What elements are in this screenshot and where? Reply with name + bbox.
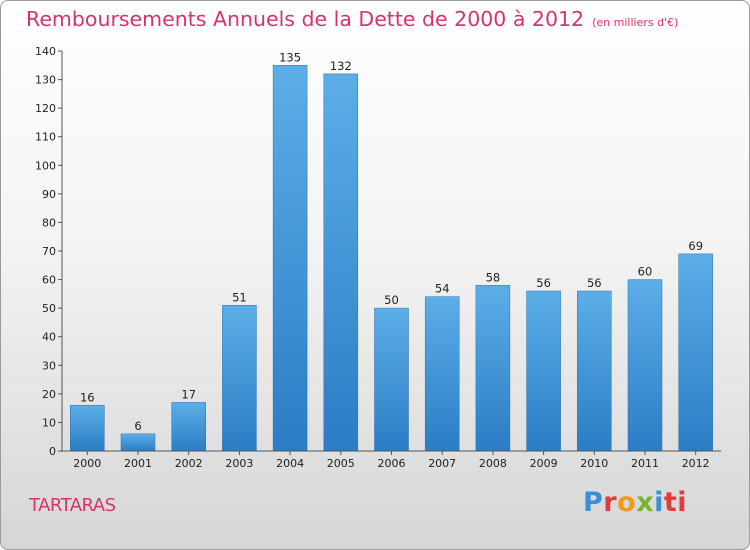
logo-letter: o [617,487,637,518]
y-tick-label: 130 [35,74,56,87]
y-tick-label: 20 [42,388,56,401]
x-tick-label: 2007 [428,457,456,470]
x-tick-label: 2002 [175,457,203,470]
bar [374,307,409,452]
bars: 16 6 17 51 135 132 50 54 58 56 56 60 69 [70,50,713,452]
bar-value-label: 135 [279,50,301,64]
bar-value-label: 17 [181,387,196,401]
bar [526,290,561,452]
bar-value-label: 58 [486,270,501,284]
x-tick-label: 2011 [631,457,659,470]
logo-letter: x [636,487,655,518]
y-tick-label: 140 [35,45,56,58]
bar [70,405,105,452]
bar-value-label: 132 [330,59,352,73]
bar [272,65,308,452]
bar [678,253,713,452]
y-tick-label: 90 [42,188,56,201]
bar [323,73,359,452]
x-tick-label: 2004 [276,457,304,470]
bar [171,402,206,452]
proxiti-logo: Proxiti [583,487,687,518]
bar [627,279,663,452]
y-tick-label: 120 [35,102,56,115]
y-tick-label: 60 [42,274,56,287]
bar [120,433,156,452]
y-tick-label: 80 [42,216,56,229]
x-tick-label: 2010 [580,457,608,470]
x-tick-label: 2012 [682,457,710,470]
bar [222,305,257,452]
y-tick-label: 10 [42,416,56,429]
x-tick-label: 2009 [530,457,558,470]
y-tick-label: 0 [49,445,56,458]
bar-value-label: 69 [688,239,703,253]
chart-title: Remboursements Annuels de la Dette de 20… [26,7,678,31]
title-text: Remboursements Annuels de la Dette de 20… [26,7,585,31]
x-axis: 2000 2001 2002 2003 2004 2005 2006 2007 2008 2009… [62,450,721,470]
bar-value-label: 56 [536,276,551,290]
logo-letter: i [654,487,664,518]
y-tick-label: 70 [42,245,56,258]
y-tick-label: 110 [35,131,56,144]
y-tick-label: 30 [42,359,56,372]
bar-value-label: 50 [384,293,399,307]
bar [424,296,460,452]
commune-name: TARTARAS [29,495,116,516]
bar-value-label: 16 [80,390,95,404]
bar-value-label: 6 [134,419,141,433]
unit-text: (en milliers d'€) [592,16,679,29]
bar-value-label: 54 [435,282,450,296]
logo-letter: ti [663,487,688,518]
logo-letter: P [583,487,604,518]
y-tick-label: 50 [42,302,56,315]
logo-letter: r [603,487,618,518]
bar [577,290,612,452]
x-tick-label: 2006 [378,457,406,470]
x-tick-label: 2003 [225,457,253,470]
x-tick-label: 2005 [327,457,355,470]
x-tick-label: 2001 [124,457,152,470]
y-tick-label: 100 [35,159,56,172]
bar-value-label: 60 [638,265,653,279]
x-tick-label: 2008 [479,457,507,470]
bar [475,285,511,452]
bar-value-label: 56 [587,276,602,290]
y-tick-label: 40 [42,331,56,344]
x-tick-label: 2000 [73,457,101,470]
y-axis: 0 10 20 30 40 50 60 70 80 90 100 110 120 130 140 [35,45,63,458]
bar-value-label: 51 [232,290,247,304]
